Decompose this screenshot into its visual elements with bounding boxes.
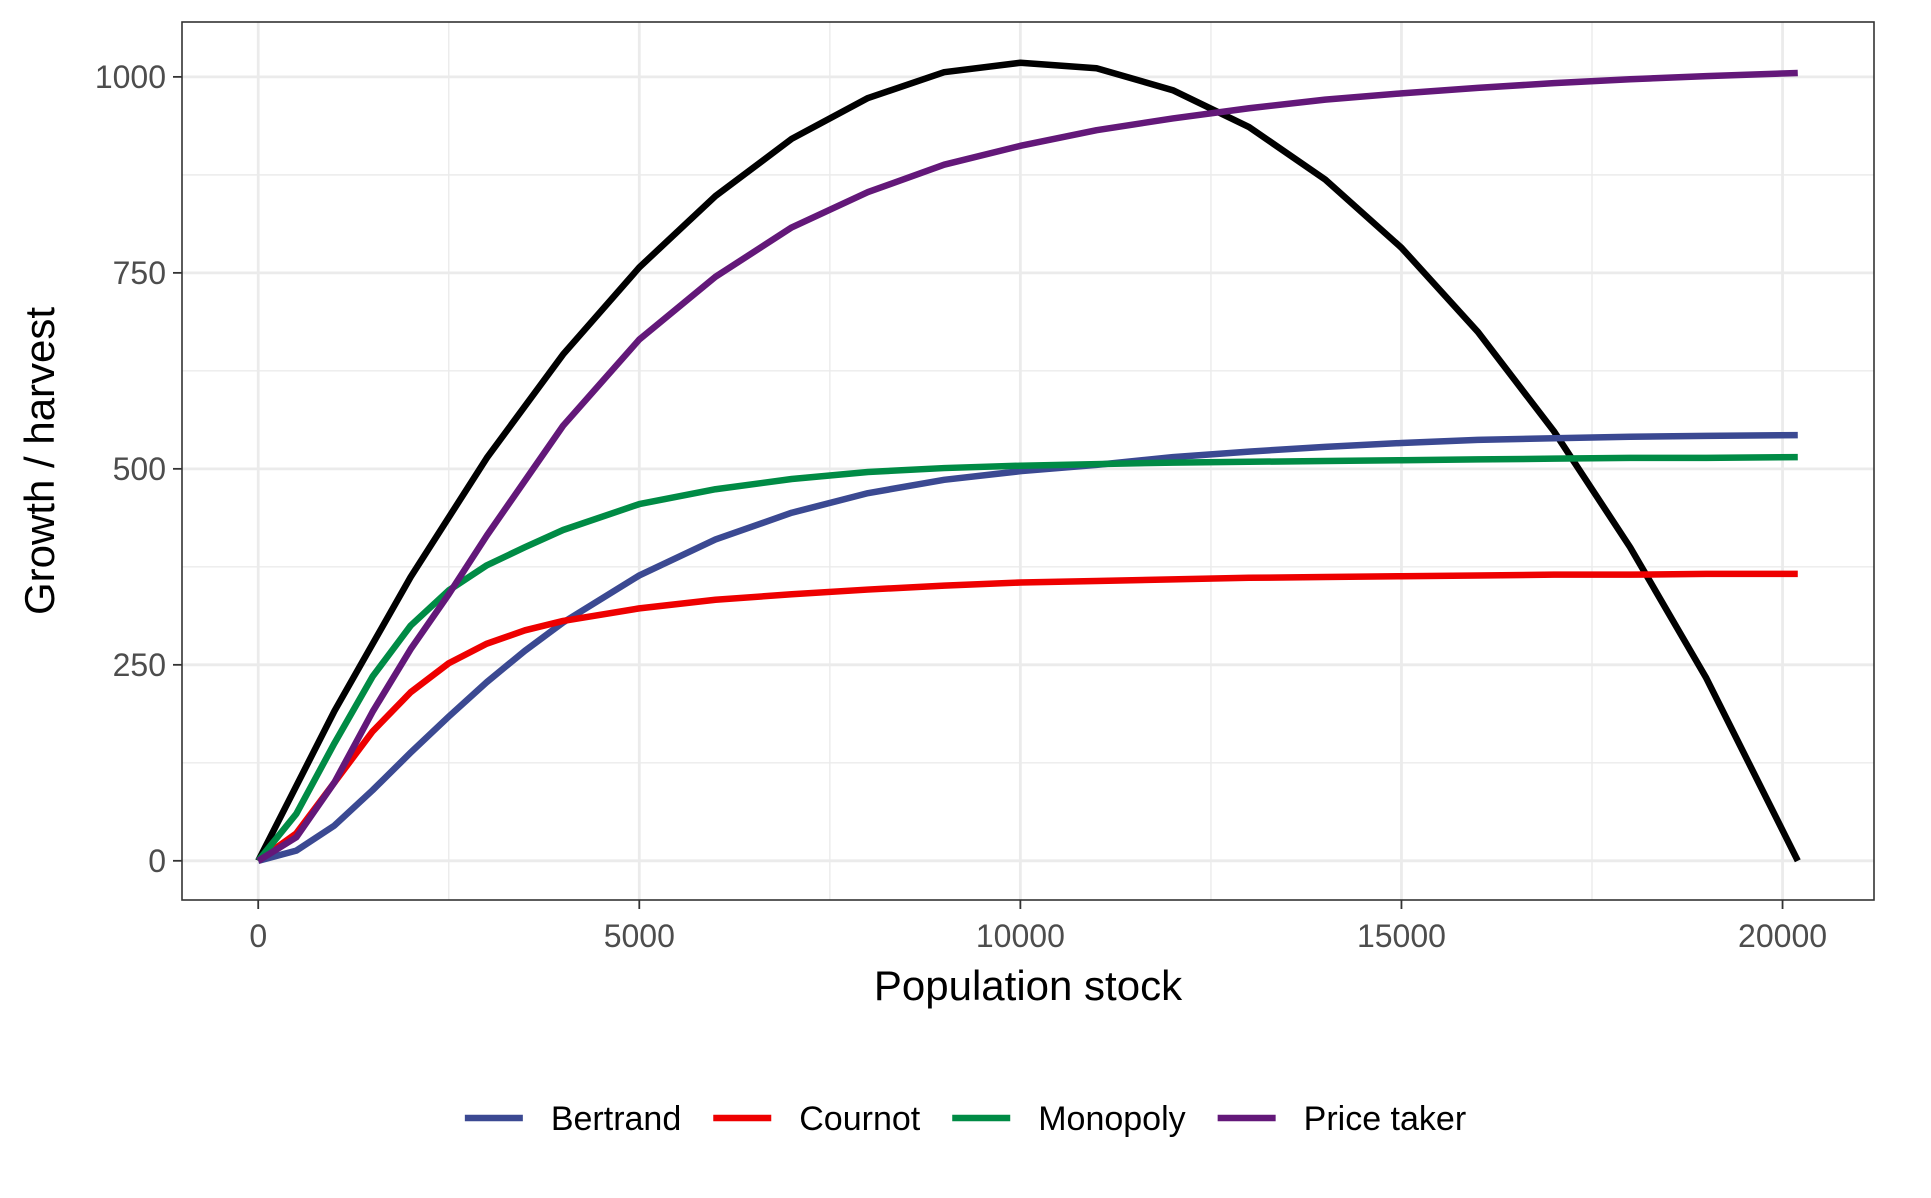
legend-label-bertrand: Bertrand: [551, 1100, 681, 1138]
x-tick-label: 20000: [1738, 918, 1827, 954]
y-axis-title: Growth / harvest: [16, 307, 63, 615]
y-tick-label: 750: [113, 255, 166, 291]
x-tick-label: 5000: [604, 918, 675, 954]
legend: Bertrand Cournot Monopoly Price taker: [464, 1100, 1467, 1138]
growth-curve-line: [255, 59, 1801, 863]
x-tick-label: 0: [249, 918, 267, 954]
x-tick-label: 15000: [1357, 918, 1446, 954]
legend-label-monopoly: Monopoly: [1038, 1100, 1185, 1138]
x-tick-label: 10000: [976, 918, 1065, 954]
series-line-bertrand: [257, 431, 1798, 864]
y-tick-label: 1000: [95, 59, 166, 95]
x-axis: 0 5000 10000 15000 20000: [249, 900, 1827, 954]
chart-lines: [255, 59, 1801, 864]
legend-label-price-taker: Price taker: [1304, 1100, 1467, 1138]
y-tick-label: 250: [113, 647, 166, 683]
y-axis: 0 250 500 750 1000: [95, 59, 182, 879]
legend-label-cournot: Cournot: [799, 1100, 921, 1138]
series-line-price-taker: [256, 69, 1798, 864]
series-line-cournot: [256, 570, 1798, 864]
major-gridlines: [182, 22, 1874, 900]
y-tick-label: 500: [113, 451, 166, 487]
series-line-monopoly: [255, 453, 1798, 863]
y-tick-label: 0: [148, 843, 166, 879]
x-axis-title: Population stock: [874, 962, 1183, 1009]
panel-border: [181, 21, 1875, 901]
